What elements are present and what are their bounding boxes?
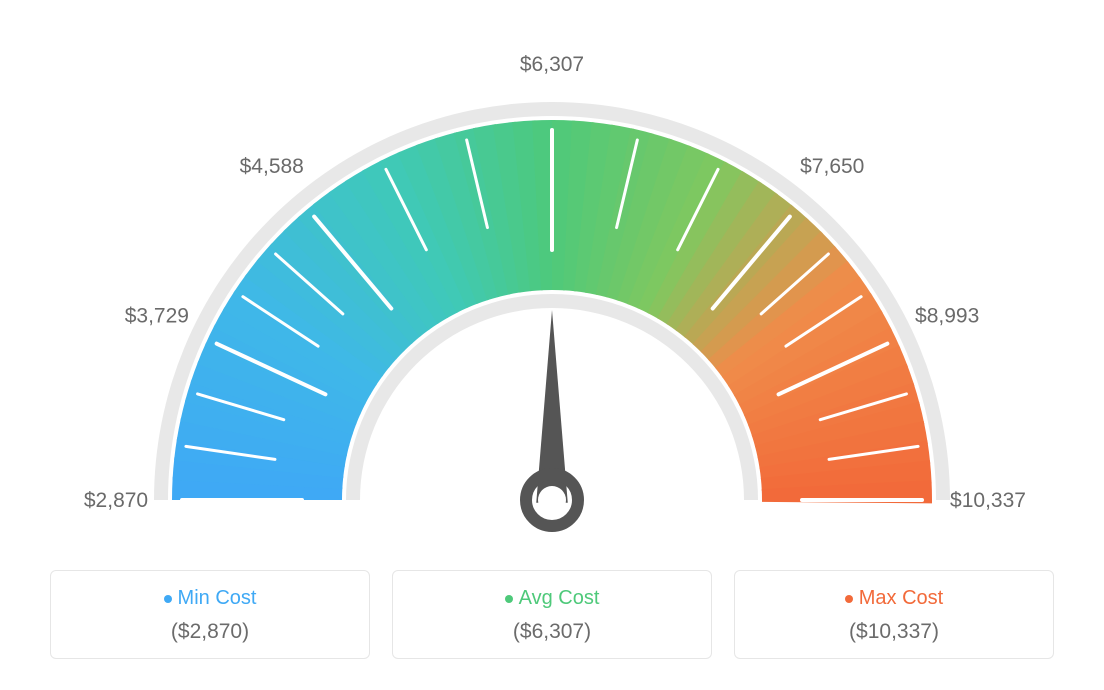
legend-card-avg: Avg Cost ($6,307) <box>392 570 712 659</box>
legend-card-max: Max Cost ($10,337) <box>734 570 1054 659</box>
gauge-tick-label: $7,650 <box>800 155 864 178</box>
cost-gauge-widget: $2,870 $3,729 $4,588 $6,307 $7,650 $8,993 $10,… <box>0 0 1104 690</box>
gauge-tick-label: $10,337 <box>950 489 1026 512</box>
gauge-svg: $2,870 $3,729 $4,588 $6,307 $7,650 $8,993 $10,… <box>0 0 1104 560</box>
legend-max-dot <box>845 595 853 603</box>
gauge-tick-label: $6,307 <box>520 53 584 76</box>
legend-min-label: Min Cost <box>178 587 257 609</box>
gauge-needle-hub-center <box>538 486 566 514</box>
legend-max-label: Max Cost <box>859 587 943 609</box>
legend-max-title: Max Cost <box>745 587 1043 610</box>
legend-avg-dot <box>505 595 513 603</box>
legend-row: Min Cost ($2,870) Avg Cost ($6,307) Max … <box>0 570 1104 659</box>
gauge-tick-label: $4,588 <box>240 155 304 178</box>
gauge-tick-label: $3,729 <box>125 305 189 328</box>
legend-avg-label: Avg Cost <box>519 587 600 609</box>
legend-max-value: ($10,337) <box>745 620 1043 644</box>
gauge-chart: $2,870 $3,729 $4,588 $6,307 $7,650 $8,993 $10,… <box>0 0 1104 560</box>
gauge-tick-label: $2,870 <box>84 489 148 512</box>
legend-avg-value: ($6,307) <box>403 620 701 644</box>
legend-card-min: Min Cost ($2,870) <box>50 570 370 659</box>
legend-min-title: Min Cost <box>61 587 359 610</box>
legend-min-value: ($2,870) <box>61 620 359 644</box>
legend-min-dot <box>164 595 172 603</box>
gauge-tick-label: $8,993 <box>915 305 979 328</box>
legend-avg-title: Avg Cost <box>403 587 701 610</box>
